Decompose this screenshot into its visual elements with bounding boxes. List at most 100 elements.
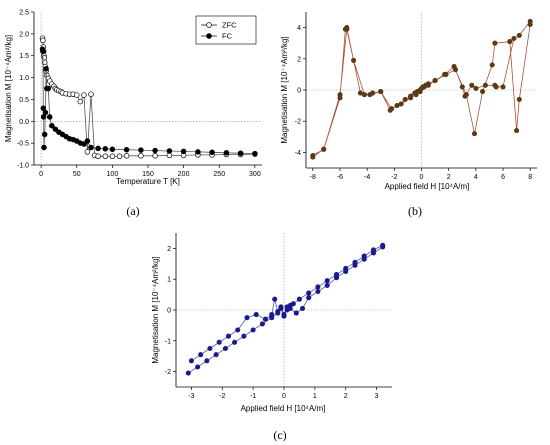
y-tick-label: -2 [295, 119, 301, 126]
x-axis-label: Applied field H [10⁴A/m] [385, 182, 470, 191]
data-point [102, 153, 109, 160]
data-point [500, 84, 506, 90]
x-tick-label: 50 [73, 171, 81, 178]
data-point [527, 21, 533, 28]
data-point [232, 339, 238, 345]
data-point [275, 308, 281, 315]
data-point [351, 57, 357, 63]
data-point [482, 82, 488, 88]
series-0 [185, 242, 386, 376]
data-point [378, 89, 384, 95]
x-axis-label: Applied field H [10⁴A/m] [241, 404, 326, 413]
data-point [442, 71, 448, 77]
data-point [180, 148, 187, 155]
data-point [306, 295, 312, 301]
data-point [138, 153, 144, 159]
series-0 [310, 18, 533, 160]
data-point [306, 290, 312, 296]
x-tick-label: -1 [250, 393, 256, 400]
data-point [296, 296, 302, 302]
x-tick-label: -2 [391, 174, 397, 181]
data-point [213, 352, 219, 358]
data-point [84, 138, 91, 144]
data-point [43, 66, 49, 72]
data-point [116, 153, 123, 160]
data-point [250, 327, 256, 333]
data-point [185, 370, 191, 376]
data-point [109, 146, 116, 153]
data-point [389, 106, 395, 112]
y-tick-label: 0 [167, 308, 171, 315]
data-point [152, 147, 158, 154]
data-point [84, 149, 91, 155]
panel-label: (a) [126, 204, 139, 218]
x-tick-label: 0 [39, 171, 43, 178]
x-tick-label: 150 [142, 171, 154, 178]
panel-label: (b) [408, 204, 422, 218]
data-point [216, 339, 222, 345]
data-point [262, 316, 269, 322]
data-point [81, 92, 87, 98]
data-point [417, 89, 423, 95]
data-point [95, 153, 101, 160]
data-point [225, 333, 232, 339]
data-point [222, 345, 228, 352]
data-point [207, 345, 213, 352]
y-tick-label: 0.5 [19, 97, 29, 104]
data-point [40, 37, 46, 44]
data-point [109, 153, 116, 160]
data-point [102, 146, 109, 152]
data-point [394, 103, 400, 109]
data-point [40, 48, 46, 55]
x-tick-label: 0 [420, 174, 424, 181]
data-point [49, 122, 55, 129]
data-point [195, 149, 201, 155]
data-point [88, 91, 94, 97]
x-tick-label: 200 [178, 171, 190, 178]
data-point [235, 327, 241, 333]
data-point [42, 109, 49, 116]
data-point [278, 304, 284, 310]
data-point [463, 92, 469, 98]
y-tick-label: 2 [297, 56, 301, 63]
data-point [380, 244, 386, 250]
data-point [223, 150, 230, 156]
legend-box [195, 15, 257, 45]
data-point [237, 150, 244, 156]
y-axis-label: Magnetisation M [10⁻⁴Am²/kg] [4, 35, 13, 142]
y-tick-label: -4 [295, 150, 301, 157]
x-tick-label: 100 [107, 171, 119, 178]
data-point [489, 62, 495, 68]
x-tick-label: 2 [447, 174, 451, 181]
x-tick-label: -6 [337, 174, 343, 181]
data-point [195, 364, 201, 370]
x-tick-label: -8 [310, 174, 316, 181]
data-point [337, 92, 343, 98]
y-tick-label: 1 [167, 277, 171, 284]
data-point [492, 40, 498, 46]
data-point [269, 312, 275, 318]
data-point [408, 95, 414, 101]
panel-label: (c) [273, 428, 286, 442]
data-point [516, 96, 522, 102]
x-tick-label: 4 [474, 174, 478, 181]
x-tick-label: 6 [501, 174, 505, 181]
y-tick-label: 2.0 [19, 31, 29, 38]
y-tick-label: -0.5 [17, 141, 29, 148]
data-point [52, 126, 59, 132]
data-point [81, 141, 87, 147]
data-point [315, 288, 321, 295]
data-point [123, 146, 130, 153]
data-point [315, 284, 321, 290]
data-point [253, 312, 259, 318]
data-point [432, 78, 438, 84]
x-tick-label: 250 [213, 171, 225, 178]
y-tick-label: -1 [165, 338, 171, 345]
data-point [398, 101, 404, 107]
data-point [290, 301, 296, 307]
data-point [272, 296, 278, 302]
data-point [45, 85, 52, 92]
x-tick-label: 8 [528, 174, 532, 181]
data-point [259, 321, 265, 327]
